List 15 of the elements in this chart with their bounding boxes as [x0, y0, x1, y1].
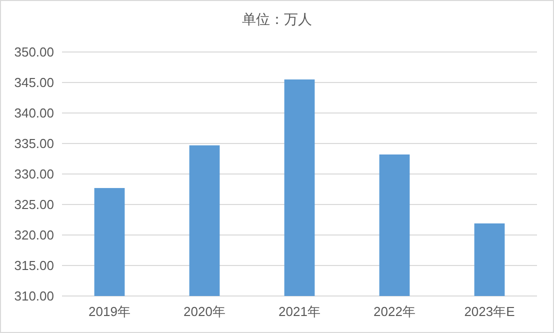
- x-tick-label: 2020年: [184, 304, 226, 319]
- chart-title: 单位：万人: [242, 11, 312, 27]
- x-tick-label: 2023年E: [464, 304, 516, 319]
- y-tick-label: 320.00: [14, 228, 54, 242]
- x-tick-label: 2022年: [374, 304, 416, 319]
- y-tick-label: 315.00: [14, 258, 54, 273]
- y-tick-label: 310.00: [14, 288, 54, 304]
- y-tick-label: 335.00: [14, 136, 54, 151]
- y-tick-label: 345.00: [14, 75, 54, 90]
- y-tick-label: 340.00: [14, 106, 54, 120]
- x-tick-label: 2021年: [278, 304, 320, 319]
- y-tick-label: 330.00: [14, 166, 54, 182]
- y-tick-label: 350.00: [14, 44, 54, 60]
- y-tick-label: 325.00: [14, 197, 54, 212]
- x-tick-label: 2019年: [88, 304, 130, 319]
